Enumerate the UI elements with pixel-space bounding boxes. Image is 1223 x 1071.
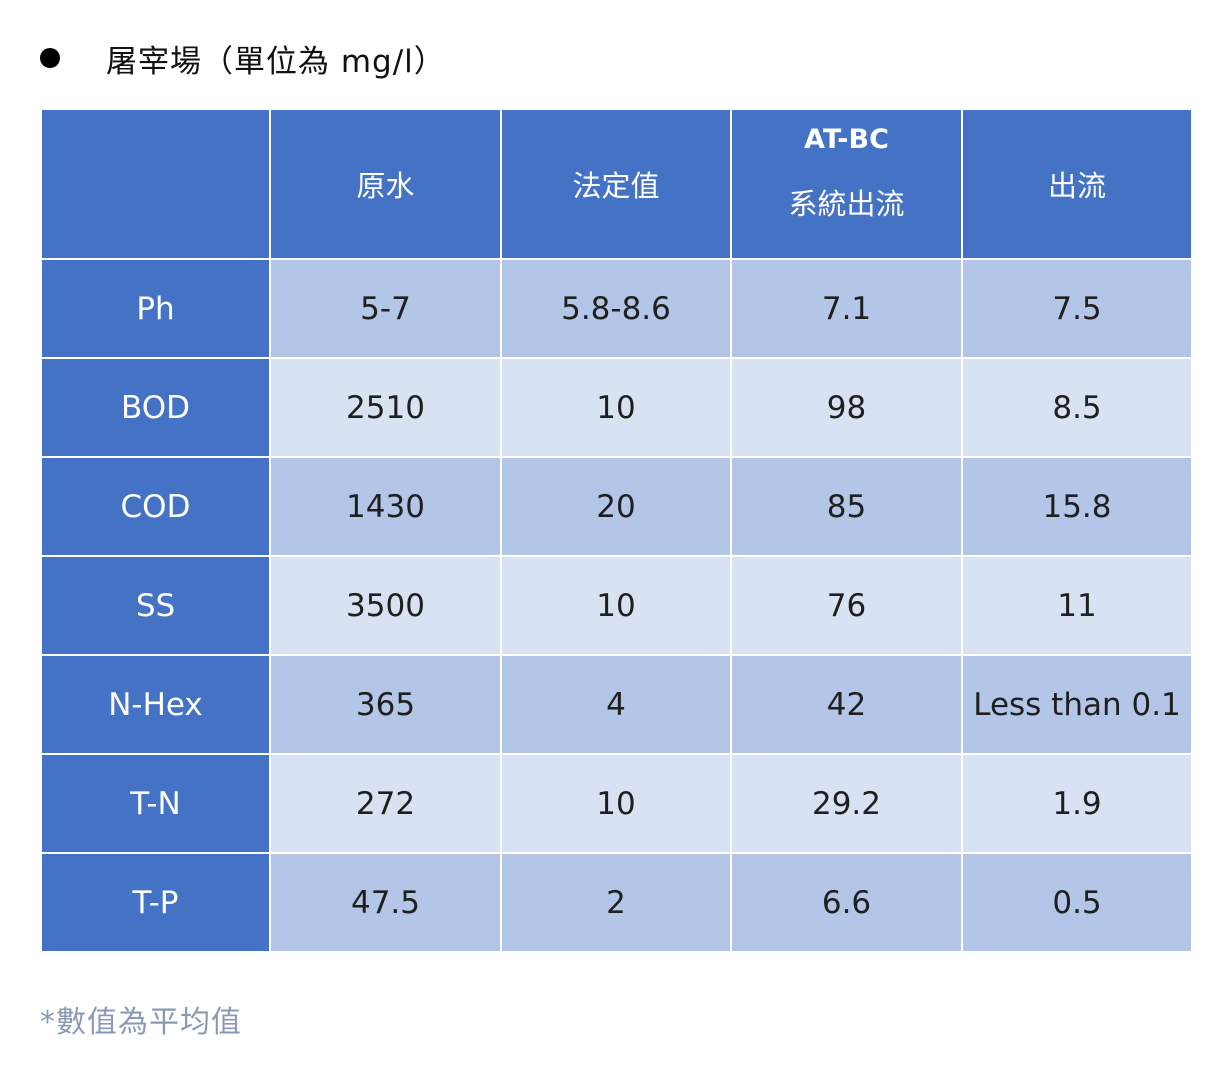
table-cell: 5.8-8.6 <box>500 258 732 359</box>
row-label: T-N <box>40 753 271 854</box>
bullet-icon <box>40 48 60 68</box>
table-cell: 98 <box>730 357 963 458</box>
table-cell: 6.6 <box>730 852 963 953</box>
table-row: COD 1430 20 85 15.8 <box>40 456 1193 557</box>
table-row: T-N 272 10 29.2 1.9 <box>40 753 1193 854</box>
table-row: SS 3500 10 76 11 <box>40 555 1193 656</box>
table-cell: 85 <box>730 456 963 557</box>
table-cell: 1.9 <box>961 753 1193 854</box>
row-label: N-Hex <box>40 654 271 755</box>
table-cell: 10 <box>500 555 732 656</box>
table-cell: 7.5 <box>961 258 1193 359</box>
table-cell: Less than 0.1 <box>961 654 1193 755</box>
row-label: BOD <box>40 357 271 458</box>
row-label: COD <box>40 456 271 557</box>
table-cell: 29.2 <box>730 753 963 854</box>
table-row: BOD 2510 10 98 8.5 <box>40 357 1193 458</box>
header-cell-raw-water: 原水 <box>269 108 502 260</box>
table-cell: 7.1 <box>730 258 963 359</box>
table-cell: 76 <box>730 555 963 656</box>
table-row: N-Hex 365 4 42 Less than 0.1 <box>40 654 1193 755</box>
table-cell: 272 <box>269 753 502 854</box>
header-cell-atbc-outflow: AT-BC 系統出流 <box>730 108 963 260</box>
table-cell: 0.5 <box>961 852 1193 953</box>
footnote: *數值為平均值 <box>40 1005 242 1040</box>
row-label: Ph <box>40 258 271 359</box>
table-cell: 2 <box>500 852 732 953</box>
table-header: 原水 法定值 AT-BC 系統出流 出流 <box>40 108 1193 260</box>
table-cell: 10 <box>500 753 732 854</box>
table-body: Ph 5-7 5.8-8.6 7.1 7.5 BOD 2510 10 98 8.… <box>40 258 1193 953</box>
header-cell-outflow: 出流 <box>961 108 1193 260</box>
table-cell: 5-7 <box>269 258 502 359</box>
row-label: SS <box>40 555 271 656</box>
row-label: T-P <box>40 852 271 953</box>
table-cell: 20 <box>500 456 732 557</box>
header-system-outflow-label: 系統出流 <box>788 186 905 221</box>
header-cell-legal-value: 法定值 <box>500 108 732 260</box>
header-cell-empty <box>40 108 271 260</box>
table-cell: 365 <box>269 654 502 755</box>
table-cell: 8.5 <box>961 357 1193 458</box>
table-row: Ph 5-7 5.8-8.6 7.1 7.5 <box>40 258 1193 359</box>
table-cell: 11 <box>961 555 1193 656</box>
table-cell: 4 <box>500 654 732 755</box>
header-row: 原水 法定值 AT-BC 系統出流 出流 <box>40 108 1193 260</box>
table-cell: 42 <box>730 654 963 755</box>
table-cell: 2510 <box>269 357 502 458</box>
table-cell: 15.8 <box>961 456 1193 557</box>
header-atbc-label: AT-BC <box>804 123 889 155</box>
table-cell: 47.5 <box>269 852 502 953</box>
data-table: 原水 法定值 AT-BC 系統出流 出流 Ph 5-7 5.8-8.6 7.1 … <box>40 108 1193 953</box>
table-row: T-P 47.5 2 6.6 0.5 <box>40 852 1193 953</box>
table-cell: 10 <box>500 357 732 458</box>
heading: 屠宰場（單位為 mg/l） <box>40 34 446 82</box>
table-cell: 1430 <box>269 456 502 557</box>
page-title: 屠宰場（單位為 mg/l） <box>106 43 446 80</box>
table-cell: 3500 <box>269 555 502 656</box>
